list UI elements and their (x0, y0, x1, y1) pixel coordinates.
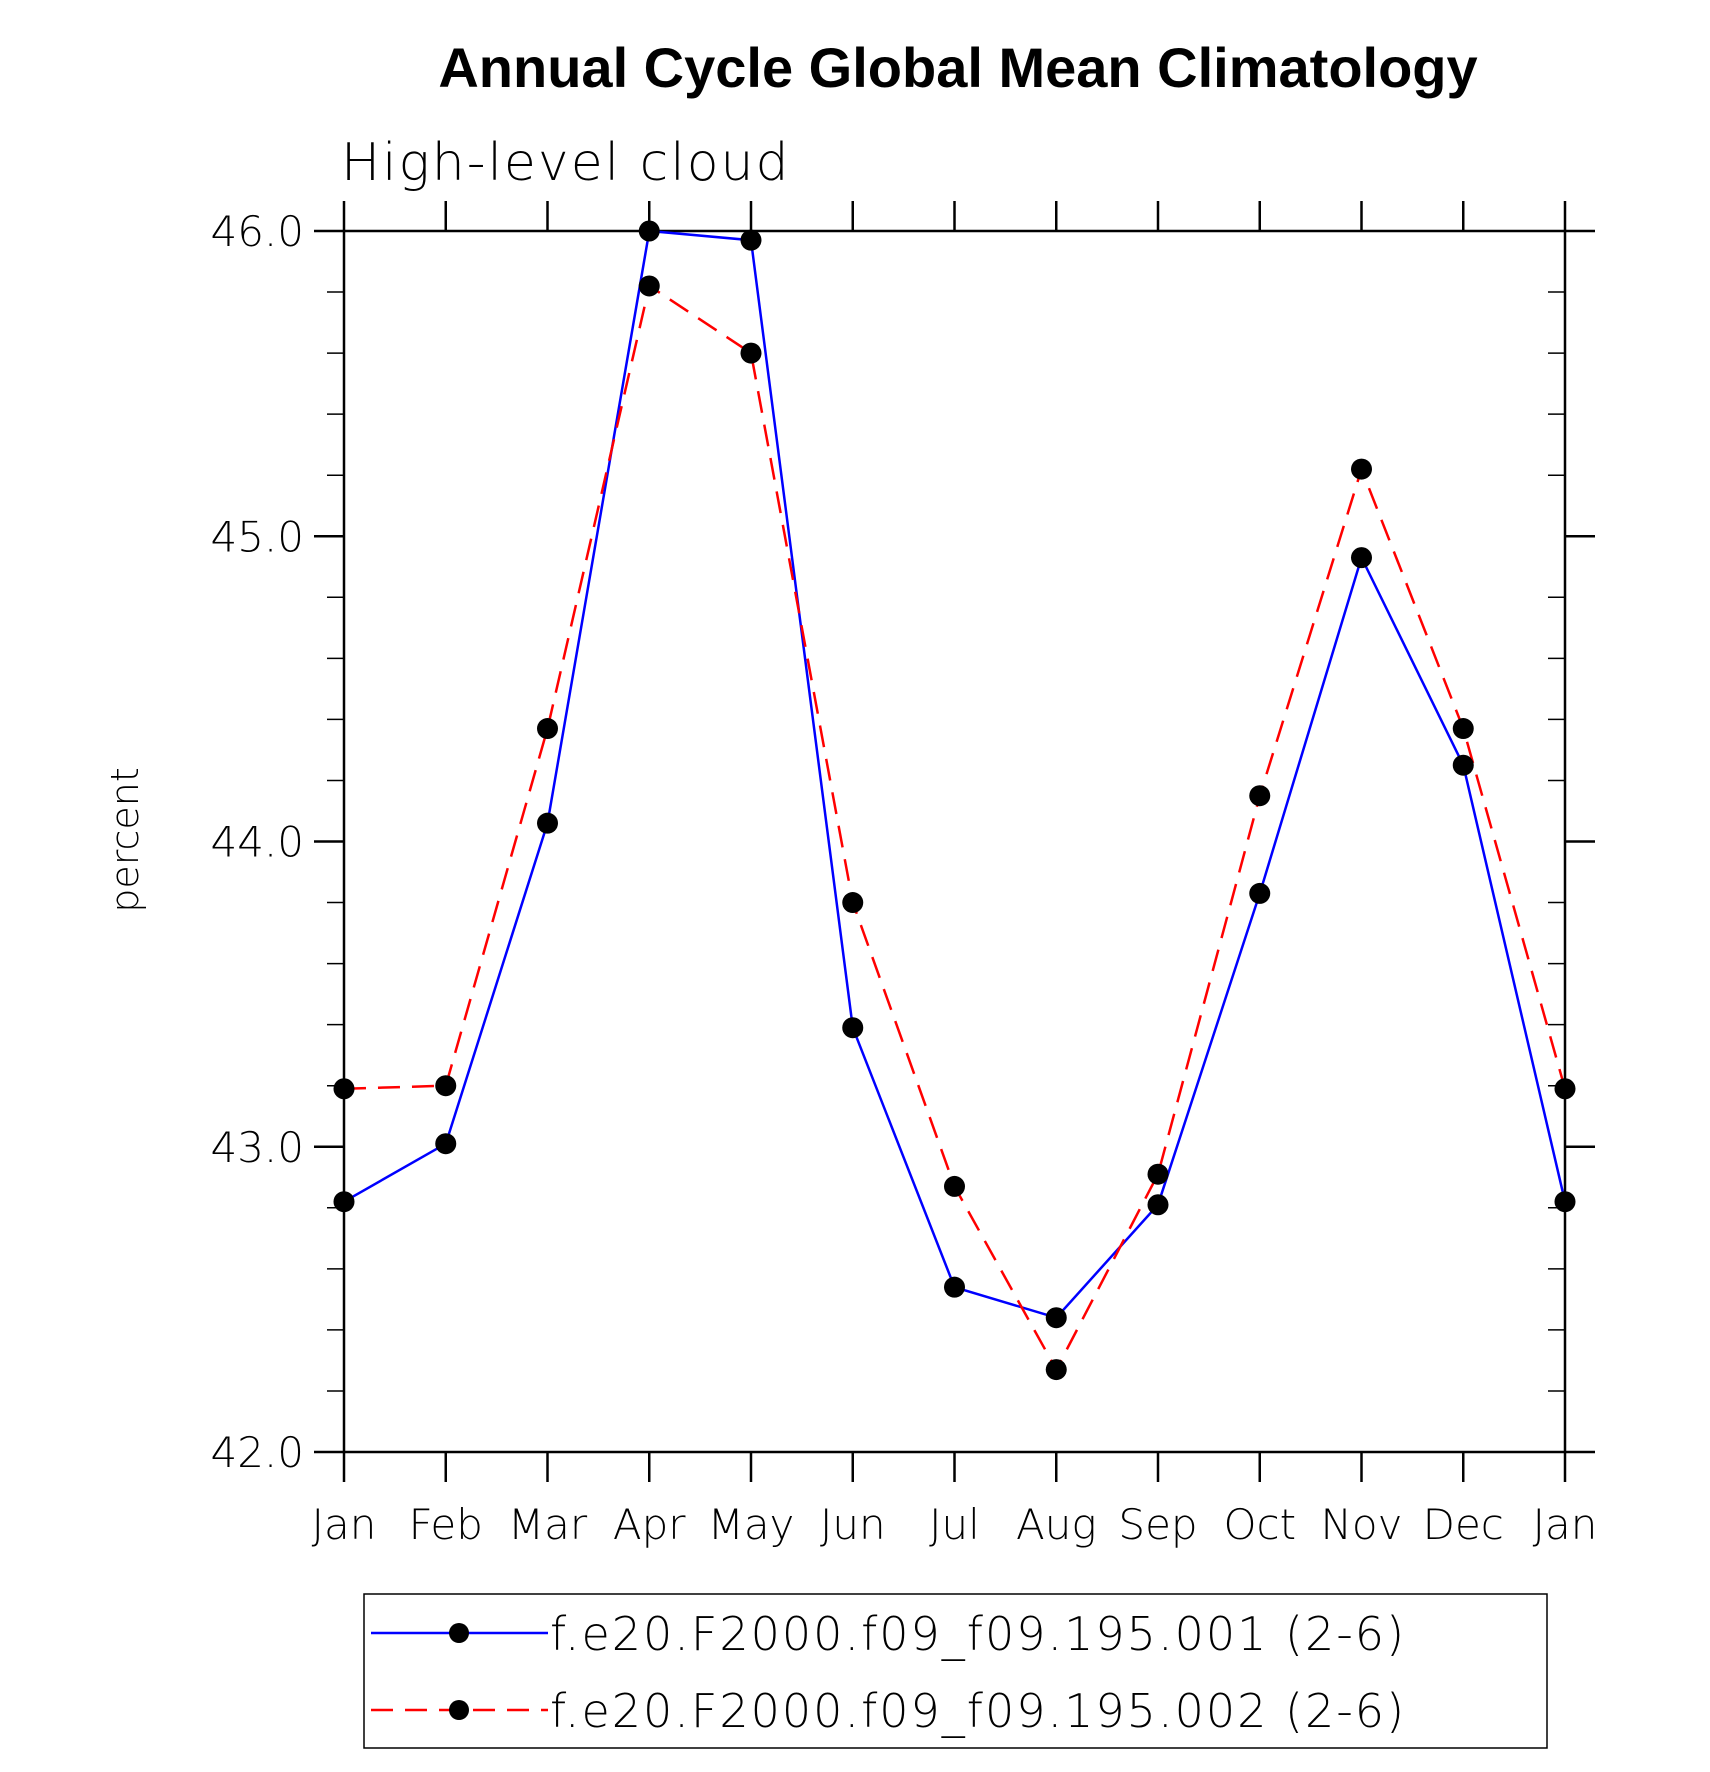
data-point-series-2 (1045, 1359, 1067, 1381)
axis-ticks (314, 201, 1595, 1482)
legend-label-2: f.e20.F2000.f09_f09.195.002 (2-6) (550, 1684, 1406, 1738)
data-point-series-2 (1351, 458, 1372, 480)
y-tick-label: 46.0 (210, 207, 304, 256)
chart-title: Annual Cycle Global Mean Climatology (438, 36, 1477, 99)
data-point-series-1 (537, 812, 558, 834)
x-tick-label: Jul (929, 1500, 980, 1549)
data-point-series-2 (944, 1175, 965, 1197)
data-point-series-1 (1249, 882, 1271, 904)
y-tick-label: 44.0 (210, 818, 304, 867)
data-point-series-1 (1045, 1307, 1067, 1329)
data-point-series-1 (638, 220, 660, 242)
data-point-series-1 (1554, 1191, 1576, 1213)
x-tick-label: Oct (1223, 1500, 1296, 1549)
x-tick-label: Sep (1118, 1500, 1197, 1549)
legend-marker-2 (449, 1700, 469, 1720)
legend-label-1: f.e20.F2000.f09_f09.195.001 (2-6) (550, 1607, 1406, 1661)
data-point-series-1 (740, 229, 762, 251)
data-point-series-1 (842, 1017, 864, 1039)
data-point-series-2 (1452, 718, 1474, 740)
y-tick-label: 42.0 (210, 1428, 304, 1477)
data-point-series-1 (435, 1133, 457, 1155)
data-point-series-2 (638, 275, 660, 297)
x-tick-label: Jan (312, 1500, 377, 1549)
data-point-series-2 (1554, 1078, 1576, 1100)
data-point-series-2 (842, 892, 864, 914)
y-tick-label: 45.0 (210, 512, 304, 561)
y-axis-label: percent (103, 767, 147, 913)
data-point-series-1 (1351, 547, 1372, 569)
x-tick-label: May (708, 1500, 795, 1549)
data-point-series-2 (537, 718, 558, 740)
axis-tick-labels: Jan Feb Mar Apr May Jun Jul Aug Sep Oct Nov Dec Jan4… (210, 207, 1597, 1549)
x-tick-label: Jan (1533, 1500, 1598, 1549)
plot-frame (342, 229, 1567, 1454)
x-tick-label: Mar (508, 1500, 588, 1549)
data-point-series-1 (1452, 754, 1474, 776)
series-line-2 (343, 283, 1567, 1373)
data-point-series-1 (333, 1191, 355, 1213)
y-tick-label: 43.0 (210, 1123, 304, 1172)
data-point-series-1 (1147, 1194, 1169, 1216)
chart-subtitle: High-level cloud (341, 133, 790, 193)
legend: f.e20.F2000.f09_f09.195.001 (2-6) f.e20.F… (371, 1607, 1406, 1738)
data-point-series-2 (333, 1078, 355, 1100)
x-tick-label: Apr (613, 1500, 686, 1549)
x-tick-label: Aug (1016, 1500, 1097, 1549)
data-point-series-1 (944, 1276, 965, 1298)
data-point-series-2 (1147, 1163, 1169, 1185)
data-point-series-2 (740, 342, 762, 364)
data-point-series-2 (1249, 785, 1271, 807)
x-tick-label: Feb (409, 1500, 483, 1549)
x-tick-label: Dec (1423, 1500, 1504, 1549)
data-point-series-2 (435, 1075, 457, 1097)
legend-marker-1 (449, 1623, 469, 1643)
series-layer (333, 220, 1576, 1381)
x-tick-label: Nov (1321, 1500, 1403, 1549)
series-line-1 (343, 229, 1567, 1320)
x-tick-label: Jun (820, 1500, 886, 1549)
legend-box (363, 1593, 1548, 1749)
